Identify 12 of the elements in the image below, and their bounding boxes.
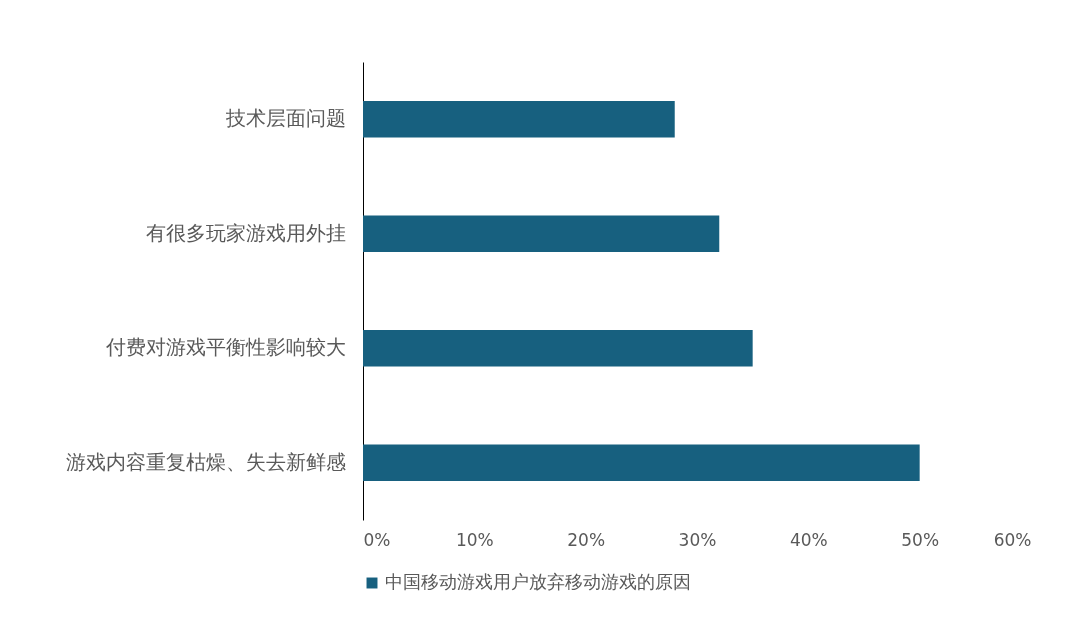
x-tick-label: 20% [567,529,606,550]
y-tick-label: 有很多玩家游戏用外挂 [145,220,346,245]
x-tick-label: 10% [455,529,494,550]
x-tick-label: 40% [789,529,828,550]
y-tick-label: 游戏内容重复枯燥、失去新鲜感 [65,449,346,474]
y-tick-label: 技术层面问题 [224,106,346,131]
x-tick-label: 30% [678,529,717,550]
x-tick-label: 50% [901,529,940,550]
legend-label: 中国移动游戏用户放弃移动游戏的原因 [385,571,691,592]
x-tick-label: 0% [363,529,391,550]
x-tick-label: 60% [993,529,1032,550]
y-tick-label: 付费对游戏平衡性影响较大 [104,335,346,360]
